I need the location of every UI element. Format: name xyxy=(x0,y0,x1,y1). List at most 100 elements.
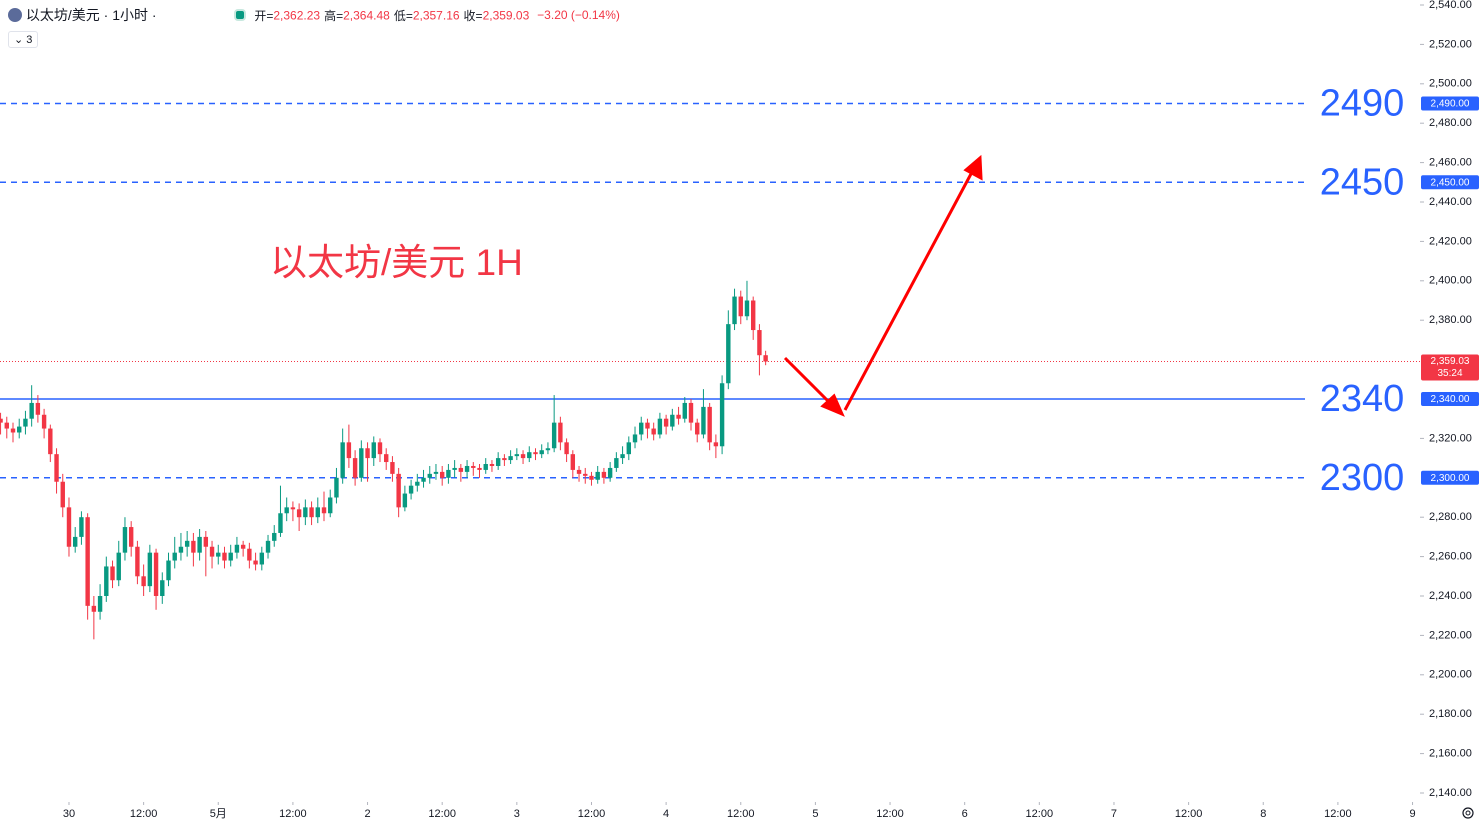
candle-body xyxy=(408,485,414,494)
candle-body xyxy=(651,428,656,435)
candle-body xyxy=(66,507,72,547)
candle-body xyxy=(545,448,551,451)
candle-body xyxy=(377,442,383,455)
candle-body xyxy=(79,517,84,537)
candle-body xyxy=(17,426,22,433)
level-tag-label: 2,490.00 xyxy=(1431,99,1470,110)
field-value: 2,359.03 xyxy=(482,8,530,23)
candle-body xyxy=(41,414,47,429)
candle-body xyxy=(433,471,439,474)
x-tick-label: 3 xyxy=(514,808,520,820)
candle-body xyxy=(452,467,457,470)
candle-body xyxy=(489,464,495,466)
field-value: 2,364.48 xyxy=(343,8,390,23)
x-tick-label: 6 xyxy=(962,808,968,820)
indicator-toggle[interactable]: ⌄ 3 xyxy=(8,31,39,48)
y-tick-label: 2,400.00 xyxy=(1429,275,1472,287)
candle-body xyxy=(253,560,258,565)
candle-body xyxy=(0,418,3,423)
candle-body xyxy=(583,473,588,476)
symbol[interactable]: 以太坊/美元 · 1小时 · xyxy=(25,7,157,23)
level-tag-label: 2,340.00 xyxy=(1431,394,1470,405)
x-tick-label: 12:00 xyxy=(578,808,606,820)
candle-body xyxy=(48,428,53,455)
candle-body xyxy=(750,300,756,331)
candle-body xyxy=(10,428,16,433)
candle-body xyxy=(415,481,420,486)
x-tick-label: 30 xyxy=(63,808,75,820)
change: −3.20 (−0.14%) xyxy=(537,8,620,22)
level-label: 2340 xyxy=(1320,378,1405,420)
x-tick-label: 12:00 xyxy=(279,808,307,820)
x-tick-label: 12:00 xyxy=(876,808,904,820)
candle-body xyxy=(595,471,600,480)
x-tick-label: 12:00 xyxy=(1026,808,1054,820)
candle-body xyxy=(688,402,694,423)
candle-body xyxy=(719,383,725,447)
candle-body xyxy=(309,507,314,518)
y-tick-label: 2,500.00 xyxy=(1429,78,1472,90)
candle-body xyxy=(346,442,352,459)
gear[interactable] xyxy=(1462,807,1474,819)
y-tick-label: 2,520.00 xyxy=(1429,38,1472,50)
level-label: 2490 xyxy=(1320,83,1405,125)
header: 以太坊/美元 · 1小时 · 开=2,362.23 高=2,364.48 低=2,3… xyxy=(8,5,620,25)
candle-body xyxy=(464,465,470,472)
candle-body xyxy=(645,422,650,429)
candle-body xyxy=(365,448,370,459)
candle-body xyxy=(29,402,34,419)
gear-center[interactable] xyxy=(1465,810,1471,816)
field-value: 2,362.23 xyxy=(273,8,321,23)
candle-body xyxy=(508,456,513,461)
candle-body xyxy=(303,507,308,518)
candle-body xyxy=(527,452,532,459)
candle-body xyxy=(203,536,209,547)
candle-body xyxy=(35,402,41,415)
level-tag xyxy=(1421,470,1479,485)
candle-body xyxy=(439,471,445,478)
candle-body xyxy=(247,548,252,561)
candle-body xyxy=(607,467,613,478)
candle-body xyxy=(278,513,283,533)
candle-body xyxy=(116,552,121,581)
candle-body xyxy=(639,422,644,435)
candle-body xyxy=(4,422,9,429)
candle-body xyxy=(240,544,246,549)
indicator-count[interactable]: 3 xyxy=(26,34,33,46)
candle-body xyxy=(620,454,625,459)
candle-body xyxy=(128,527,134,547)
field-value: 2,357.16 xyxy=(412,8,460,23)
candle-body xyxy=(110,566,115,581)
candle-body xyxy=(23,418,28,427)
candle-body xyxy=(147,552,153,587)
status-dot xyxy=(234,9,247,21)
level-label: 2300 xyxy=(1320,457,1405,499)
level-tag xyxy=(1421,175,1479,190)
candle-body xyxy=(272,532,277,541)
candle-body xyxy=(551,422,557,449)
arrow-line xyxy=(843,171,974,411)
y-tick-label: 2,180.00 xyxy=(1429,708,1472,720)
x-tick-label: 5月 xyxy=(210,808,227,820)
candle-body xyxy=(371,442,376,459)
field-label: 收= xyxy=(463,8,483,23)
settings-icon[interactable] xyxy=(1462,807,1474,819)
y-tick-label: 2,320.00 xyxy=(1429,432,1472,444)
field-label: 高= xyxy=(324,8,344,23)
candle-body xyxy=(197,536,202,553)
candle-body xyxy=(328,497,333,514)
last-price-label: 2,359.03 xyxy=(1431,356,1470,367)
level-tag-label: 2,450.00 xyxy=(1431,177,1470,188)
candle-body xyxy=(763,355,768,362)
candle-body xyxy=(97,596,103,612)
y-tick-label: 2,160.00 xyxy=(1429,748,1472,760)
candle-body xyxy=(259,552,265,565)
candle-body xyxy=(738,296,743,317)
candle-body xyxy=(632,434,638,443)
candle-body xyxy=(744,300,750,317)
candle-body xyxy=(601,471,607,478)
candle-body xyxy=(184,540,190,547)
y-tick-label: 2,380.00 xyxy=(1429,314,1472,326)
candle-body xyxy=(757,330,762,356)
